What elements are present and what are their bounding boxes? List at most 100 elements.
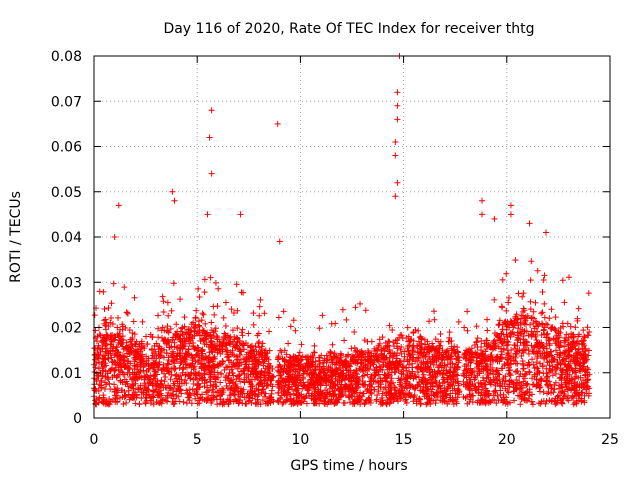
data-point <box>255 358 262 365</box>
y-tick-label: 0.05 <box>51 185 82 201</box>
y-tick-label: 0.08 <box>51 49 82 65</box>
data-point <box>321 400 328 407</box>
data-point <box>465 372 472 379</box>
data-point <box>498 331 505 338</box>
data-point <box>419 376 426 383</box>
data-point <box>576 391 583 398</box>
data-point <box>452 390 459 397</box>
grid-lines <box>94 56 610 418</box>
data-point <box>346 399 353 406</box>
x-tick-label: 10 <box>291 432 309 448</box>
data-point <box>259 340 266 347</box>
y-tick-label: 0.03 <box>51 275 82 291</box>
data-point <box>216 392 223 399</box>
data-point <box>132 389 139 396</box>
data-point <box>126 327 133 334</box>
data-point <box>543 340 550 347</box>
data-point <box>499 276 506 283</box>
data-point <box>281 365 288 372</box>
data-point <box>270 398 277 405</box>
data-point <box>581 399 588 406</box>
data-point <box>574 340 581 347</box>
data-point <box>161 337 168 344</box>
data-point <box>132 380 139 387</box>
data-point <box>461 351 468 358</box>
data-point <box>177 358 184 365</box>
data-point <box>99 364 106 371</box>
data-point <box>487 381 494 388</box>
data-point <box>586 371 593 378</box>
data-point <box>579 345 586 352</box>
data-point <box>520 333 527 340</box>
data-point <box>283 351 290 358</box>
data-point <box>205 394 212 401</box>
y-tick-label: 0.07 <box>51 94 82 110</box>
data-point <box>520 361 527 368</box>
data-point <box>114 324 121 331</box>
data-point <box>181 337 188 344</box>
data-point <box>226 380 233 387</box>
data-point <box>275 353 282 360</box>
data-point <box>262 393 269 400</box>
data-point <box>119 339 126 346</box>
data-point <box>290 397 297 404</box>
data-point <box>530 361 537 368</box>
data-point <box>128 376 135 383</box>
data-point <box>361 372 368 379</box>
data-point <box>564 320 571 327</box>
data-point <box>177 372 184 379</box>
data-point <box>152 375 159 382</box>
data-point <box>430 373 437 380</box>
data-point <box>491 396 498 403</box>
data-point <box>245 372 252 379</box>
data-point <box>338 386 345 393</box>
data-point <box>488 352 495 359</box>
data-point <box>138 356 145 363</box>
data-point <box>567 358 574 365</box>
data-point <box>330 392 337 399</box>
data-point <box>356 351 363 358</box>
data-point <box>131 331 138 338</box>
x-tick-label: 20 <box>498 432 516 448</box>
data-point <box>169 398 176 405</box>
data-point <box>336 373 343 380</box>
data-point <box>531 371 538 378</box>
data-points <box>91 53 593 408</box>
data-point <box>534 355 541 362</box>
data-point <box>164 360 171 367</box>
data-point <box>166 385 173 392</box>
data-point <box>524 380 531 387</box>
data-point <box>167 325 174 332</box>
data-point <box>435 338 442 345</box>
data-point <box>178 325 185 332</box>
data-point <box>517 401 524 408</box>
data-point <box>561 299 568 306</box>
data-point <box>546 397 553 404</box>
data-point <box>295 362 302 369</box>
data-point <box>360 368 367 375</box>
data-point <box>109 374 116 381</box>
data-point <box>432 346 439 353</box>
data-point <box>570 401 577 408</box>
data-point <box>194 382 201 389</box>
data-point <box>529 375 536 382</box>
data-point <box>147 372 154 379</box>
data-point <box>296 379 303 386</box>
data-point <box>485 390 492 397</box>
data-point <box>176 349 183 356</box>
data-point <box>127 394 134 401</box>
data-point <box>208 399 215 406</box>
data-point <box>327 349 334 356</box>
data-point <box>206 376 213 383</box>
data-point <box>534 370 541 377</box>
data-point <box>239 390 246 397</box>
data-point <box>160 309 167 316</box>
data-point <box>187 392 194 399</box>
data-point <box>125 391 132 398</box>
data-point <box>237 378 244 385</box>
data-point <box>364 357 371 364</box>
data-point <box>99 339 106 346</box>
data-point <box>541 300 548 307</box>
x-tick-label: 15 <box>395 432 413 448</box>
data-point <box>431 353 438 360</box>
